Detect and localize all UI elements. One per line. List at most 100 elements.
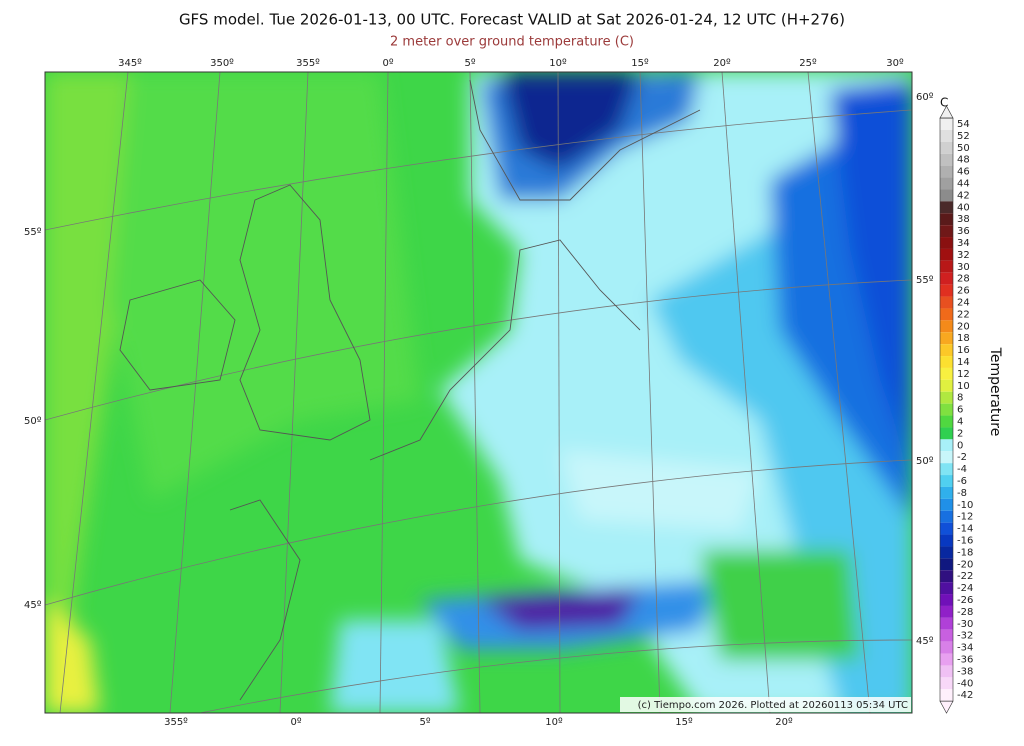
colorbar-cell [940, 665, 953, 678]
colorbar-cell [940, 558, 953, 571]
colorbar-tick-label: -2 [957, 452, 967, 463]
colorbar-tick-label: 30 [957, 262, 970, 273]
colorbar-tick-label: 20 [957, 321, 970, 332]
bottom-lon-label: 10º [545, 717, 563, 728]
colorbar-tick-label: 12 [957, 369, 970, 380]
colorbar-cell [940, 284, 953, 297]
colorbar-tick-label: 26 [957, 286, 970, 297]
colorbar-cell [940, 510, 953, 523]
colorbar-tick-label: 44 [957, 179, 970, 190]
colorbar-cell [940, 272, 953, 285]
colorbar-tick-label: 32 [957, 250, 970, 261]
colorbar-tick-label: 8 [957, 393, 963, 404]
colorbar-tick-label: 14 [957, 357, 970, 368]
colorbar-tick-label: 10 [957, 381, 970, 392]
credit: (c) Tiempo.com 2026. Plotted at 20260113… [638, 700, 908, 711]
colorbar-cell [940, 653, 953, 666]
colorbar-cell [940, 237, 953, 249]
colorbar-tick-label: 34 [957, 238, 970, 249]
colorbar-cell [940, 344, 953, 357]
colorbar-bottom-arrow [939, 700, 954, 714]
colorbar-tick-label: -42 [957, 690, 973, 701]
colorbar-tick-label: 46 [957, 167, 970, 178]
colorbar-tick-label: -14 [957, 524, 973, 535]
colorbar-tick-label: 2 [957, 428, 963, 439]
colorbar-cell [940, 379, 953, 392]
title: GFS model. Tue 2026-01-13, 00 UTC. Forec… [179, 11, 845, 29]
colorbar-cell [940, 522, 953, 535]
colorbar-cell [940, 332, 953, 345]
map-area [45, 72, 912, 713]
colorbar-tick-label: 6 [957, 405, 963, 416]
colorbar-cell [940, 403, 953, 416]
colorbar-cell [940, 463, 953, 476]
colorbar-cell [940, 546, 953, 559]
colorbar-tick-label: 40 [957, 202, 970, 213]
left-lat-label: 50º [24, 416, 42, 427]
colorbar-tick-label: 0 [957, 440, 963, 451]
colorbar-tick-label: 48 [957, 155, 970, 166]
top-lon-label: 10º [549, 58, 567, 69]
top-lon-label: 20º [713, 58, 731, 69]
bottom-lon-label: 355º [164, 717, 188, 728]
colorbar-cell [940, 498, 953, 511]
colorbar-tick-label: -10 [957, 500, 973, 511]
colorbar-tick-label: -18 [957, 547, 973, 558]
colorbar-cell [940, 689, 953, 702]
colorbar-cell [940, 320, 953, 333]
colorbar-tick-label: 4 [957, 417, 963, 428]
colorbar-frame [939, 117, 954, 702]
colorbar-cell [940, 415, 953, 428]
colorbar-cell [940, 439, 953, 452]
colorbar-cell [940, 165, 953, 178]
colorbar-cell [940, 213, 953, 226]
colorbar-cell [940, 189, 953, 202]
bottom-lon-label: 5º [419, 717, 430, 728]
colorbar-tick-label: 28 [957, 274, 970, 285]
colorbar-cell [940, 641, 953, 654]
colorbar-tick-label: -30 [957, 619, 973, 630]
colorbar-unit: C [940, 96, 948, 110]
colorbar-cell [940, 391, 953, 404]
colorbar-tick-label: 38 [957, 214, 970, 225]
credit-background [620, 697, 911, 712]
colorbar-tick-label: 24 [957, 298, 970, 309]
colorbar-tick-label: -20 [957, 559, 973, 570]
top-lon-label: 0º [382, 58, 393, 69]
colorbar-tick-label: -40 [957, 678, 973, 689]
colorbar-tick-label: -22 [957, 571, 973, 582]
left-lat-label: 45º [24, 600, 42, 611]
right-lat-label: 45º [916, 636, 934, 647]
colorbar-cell [940, 308, 953, 321]
top-lon-label: 30º [886, 58, 904, 69]
colorbar-cell [940, 201, 953, 214]
colorbar-tick-label: -6 [957, 476, 967, 487]
colorbar-tick-label: 36 [957, 226, 970, 237]
colorbar-tick-label: -26 [957, 595, 973, 606]
colorbar-cell [940, 605, 953, 618]
colorbar-tick-label: -16 [957, 536, 973, 547]
colorbar-title: Temperature [987, 347, 1003, 437]
bottom-lon-label: 20º [775, 717, 793, 728]
colorbar-cell [940, 594, 953, 606]
map-frame [44, 71, 913, 714]
colorbar-cell [940, 629, 953, 642]
colorbar-cell [940, 141, 953, 154]
colorbar-cell [940, 153, 953, 166]
colorbar-tick-label: -8 [957, 488, 967, 499]
colorbar-cell [940, 248, 953, 261]
colorbar-tick-label: -28 [957, 607, 973, 618]
colorbar-tick-label: 54 [957, 119, 970, 130]
bottom-lon-label: 15º [675, 717, 693, 728]
colorbar-cell [940, 427, 953, 440]
colorbar-cell [940, 451, 953, 464]
colorbar-cell [940, 129, 953, 142]
colorbar-tick-label: 52 [957, 131, 970, 142]
colorbar-cell [940, 367, 953, 380]
colorbar-tick-label: 50 [957, 143, 970, 154]
colorbar-tick-label: -24 [957, 583, 973, 594]
top-lon-label: 5º [464, 58, 475, 69]
colorbar-cell [940, 296, 953, 309]
